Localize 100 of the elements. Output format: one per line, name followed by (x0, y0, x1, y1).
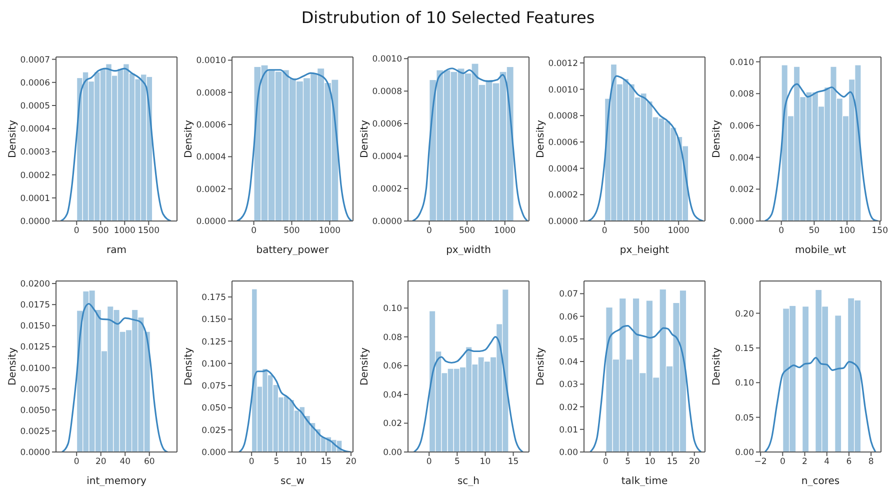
x-tick-label: 0 (602, 226, 608, 236)
x-tick-label: 1000 (668, 226, 690, 236)
y-tick-label: 0.008 (730, 90, 754, 100)
x-tick-label: 5 (454, 457, 460, 468)
x-axis-title: sc_h (457, 476, 480, 487)
x-tick-label: 5 (274, 457, 280, 468)
y-tick-label: 0.10 (735, 378, 754, 389)
x-tick-label: 10 (296, 457, 307, 468)
x-tick-label: 0 (251, 226, 256, 236)
y-tick-label: 0.0005 (20, 102, 50, 112)
y-tick-label: 0.20 (735, 309, 754, 320)
x-tick-label: 0 (426, 226, 432, 236)
x-tick-label: 20 (95, 457, 106, 468)
y-tick-label: 0.075 (202, 382, 226, 392)
y-tick-label: 0.0025 (20, 426, 50, 437)
y-tick-label: 0.002 (730, 185, 754, 196)
y-axis-title: Density (8, 120, 19, 158)
y-tick-label: 0.01 (559, 425, 578, 436)
y-tick-label: 0.08 (383, 332, 402, 343)
x-tick-label: 0 (778, 226, 784, 236)
x-tick-label: 0 (248, 457, 254, 468)
y-tick-label: 0.07 (559, 290, 578, 300)
x-axis-title: talk_time (621, 476, 668, 487)
y-tick-label: 0.0008 (372, 87, 402, 98)
x-tick-label: 10 (644, 457, 656, 468)
y-tick-label: 0.0175 (20, 300, 50, 311)
x-tick-label: 5 (625, 457, 631, 468)
y-tick-label: 0.0001 (20, 194, 50, 204)
y-tick-label: 0.0006 (372, 120, 402, 130)
y-tick-label: 0.00 (735, 448, 754, 458)
x-tick-label: 20 (346, 457, 356, 468)
y-tick-label: 0.0006 (20, 78, 50, 88)
y-tick-label: 0.10 (383, 304, 402, 314)
y-tick-label: 0.0006 (196, 120, 226, 131)
line-series (61, 302, 168, 452)
x-tick-label: 1500 (138, 226, 160, 236)
x-axis-title: ram (106, 245, 126, 256)
y-axis-title: Density (360, 120, 371, 158)
x-tick-label: 150 (872, 226, 888, 236)
y-axis-title: Density (8, 347, 19, 386)
y-tick-label: 0.0004 (20, 124, 50, 135)
y-tick-label: 0.100 (202, 359, 226, 370)
y-tick-label: 0.050 (202, 404, 226, 414)
y-tick-label: 0.00 (383, 448, 402, 458)
x-tick-label: 500 (634, 226, 650, 236)
x-tick-label: 500 (458, 226, 476, 236)
y-tick-label: 0.05 (735, 413, 754, 424)
x-axis-title: n_cores (801, 476, 840, 487)
y-tick-label: 0.02 (383, 419, 402, 430)
line-series (238, 370, 352, 452)
x-axis-title: int_memory (86, 476, 146, 487)
y-tick-label: 0.006 (730, 121, 754, 132)
x-tick-label: 40 (120, 457, 131, 468)
y-tick-label: 0.0012 (548, 58, 578, 69)
y-axis-title: Density (184, 347, 195, 386)
x-axis-title: px_height (620, 245, 670, 256)
x-axis-title: px_width (446, 245, 491, 256)
y-tick-label: 0.04 (559, 358, 578, 368)
x-tick-label: 500 (92, 226, 109, 236)
x-axis-title: battery_power (256, 245, 330, 256)
x-tick-label: 50 (808, 226, 820, 236)
y-tick-label: 0.0006 (548, 138, 578, 148)
y-tick-label: 0.05 (559, 334, 578, 345)
y-tick-label: 0.0075 (20, 384, 50, 395)
line-series (412, 68, 528, 221)
y-axis-title: Density (360, 347, 371, 386)
y-tick-label: 0.0000 (20, 448, 50, 458)
y-tick-label: 0.0004 (372, 152, 402, 162)
x-axis-title: mobile_wt (794, 245, 846, 256)
x-tick-label: 15 (666, 457, 678, 468)
y-axis-title: Density (184, 120, 195, 158)
x-tick-label: 1000 (318, 226, 341, 236)
y-tick-label: 0.150 (202, 315, 226, 326)
y-tick-label: 0.0010 (548, 85, 578, 96)
x-tick-label: 2 (802, 457, 808, 468)
y-tick-label: 0.04 (383, 390, 402, 400)
x-axis-title: sc_w (280, 476, 304, 487)
y-tick-label: 0.004 (730, 153, 754, 164)
y-tick-label: 0.000 (730, 217, 754, 228)
y-tick-label: 0.0004 (548, 164, 578, 174)
line-series (413, 336, 524, 452)
y-tick-label: 0.175 (202, 292, 226, 303)
y-axis-title: Density (536, 120, 547, 158)
line-series (589, 324, 702, 452)
y-tick-label: 0.0200 (20, 280, 50, 290)
y-tick-label: 0.03 (559, 380, 578, 390)
y-tick-label: 0.00 (559, 448, 578, 458)
y-tick-label: 0.0125 (20, 342, 50, 353)
x-tick-label: 8 (868, 457, 874, 468)
y-tick-label: 0.0000 (196, 217, 226, 228)
chart-title: Distrubution of 10 Selected Features (300, 8, 596, 27)
y-tick-label: 0.125 (202, 337, 226, 348)
y-tick-label: 0.0002 (548, 190, 578, 201)
y-tick-label: 0.025 (202, 426, 226, 436)
x-tick-label: −2 (754, 457, 767, 468)
x-tick-label: 100 (838, 226, 856, 236)
line-series (60, 68, 172, 221)
y-tick-label: 0.000 (202, 448, 226, 458)
y-tick-label: 0.0150 (20, 322, 50, 332)
y-tick-label: 0.0002 (20, 170, 50, 181)
